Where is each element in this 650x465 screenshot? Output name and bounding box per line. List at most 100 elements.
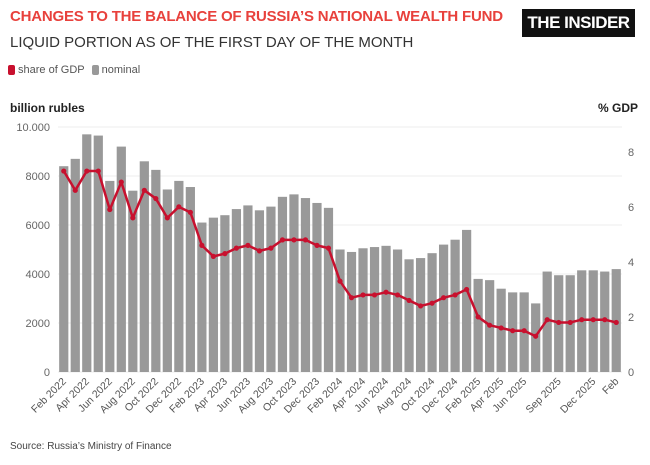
point-share-of-gdp bbox=[394, 292, 401, 298]
the-insider-logo: THE INSIDER bbox=[522, 9, 635, 37]
point-share-of-gdp bbox=[107, 206, 113, 213]
point-share-of-gdp bbox=[348, 295, 355, 301]
bar-nominal bbox=[450, 239, 460, 372]
bar-nominal bbox=[335, 249, 345, 372]
point-share-of-gdp bbox=[95, 168, 101, 174]
point-share-of-gdp bbox=[245, 242, 251, 248]
point-share-of-gdp bbox=[602, 317, 608, 323]
bar-nominal bbox=[473, 278, 483, 372]
y-tick-label: 0 bbox=[44, 367, 50, 379]
bar-nominal bbox=[346, 251, 357, 372]
y-tick-label: 10.000 bbox=[16, 122, 50, 134]
legend-swatch-nominal bbox=[91, 65, 99, 75]
bar-nominal bbox=[116, 146, 126, 372]
point-share-of-gdp bbox=[325, 245, 332, 251]
point-share-of-gdp bbox=[302, 237, 309, 243]
bar-nominal bbox=[151, 169, 161, 372]
bar-nominal bbox=[59, 166, 69, 372]
point-share-of-gdp bbox=[533, 333, 539, 339]
y2-tick-label: 2 bbox=[628, 312, 634, 324]
bar-nominal bbox=[243, 205, 253, 372]
point-share-of-gdp bbox=[141, 187, 147, 193]
bar-nominal bbox=[174, 180, 184, 372]
point-share-of-gdp bbox=[256, 248, 263, 254]
bar-nominal bbox=[197, 222, 207, 372]
point-share-of-gdp bbox=[187, 209, 193, 215]
bar-nominal bbox=[266, 206, 276, 372]
legend-label-nominal: nominal bbox=[101, 64, 141, 76]
point-share-of-gdp bbox=[544, 317, 550, 323]
y2-tick-label: 4 bbox=[628, 257, 634, 269]
bar-nominal bbox=[82, 134, 92, 372]
bar-nominal bbox=[438, 244, 449, 372]
point-share-of-gdp bbox=[567, 319, 573, 326]
bar-nominal bbox=[404, 259, 414, 372]
y-tick-label: 8000 bbox=[26, 171, 50, 183]
y2-tick-label: 6 bbox=[628, 202, 634, 214]
bar-nominal bbox=[358, 248, 368, 372]
legend: share of GDP nominal bbox=[8, 64, 140, 76]
point-share-of-gdp bbox=[417, 303, 424, 309]
bar-nominal bbox=[427, 253, 437, 372]
point-share-of-gdp bbox=[521, 328, 527, 334]
bar-nominal bbox=[381, 245, 391, 372]
bar-nominal bbox=[289, 194, 299, 372]
point-share-of-gdp bbox=[118, 179, 124, 185]
point-share-of-gdp bbox=[406, 297, 412, 304]
point-share-of-gdp bbox=[210, 253, 216, 259]
bar-nominal bbox=[277, 196, 288, 372]
point-share-of-gdp bbox=[579, 317, 585, 323]
x-tick-label: Sep 2025 bbox=[524, 376, 564, 416]
point-share-of-gdp bbox=[176, 204, 182, 210]
legend-label-share: share of GDP bbox=[18, 64, 85, 76]
y2-tick-label: 8 bbox=[628, 147, 634, 159]
point-share-of-gdp bbox=[164, 215, 170, 221]
bar-nominal bbox=[369, 247, 380, 372]
point-share-of-gdp bbox=[222, 251, 228, 257]
chart-title: CHANGES TO THE BALANCE OF RUSSIA’S NATIO… bbox=[10, 8, 503, 25]
point-share-of-gdp bbox=[475, 314, 481, 320]
point-share-of-gdp bbox=[590, 317, 596, 323]
bar-nominal bbox=[254, 210, 265, 372]
bar-nominal bbox=[128, 190, 138, 372]
bar-nominal bbox=[208, 217, 218, 372]
bar-nominal bbox=[70, 158, 80, 372]
bar-nominal bbox=[105, 180, 115, 372]
point-share-of-gdp bbox=[72, 187, 78, 193]
point-share-of-gdp bbox=[556, 319, 562, 326]
legend-swatch-share bbox=[8, 65, 15, 75]
point-share-of-gdp bbox=[360, 292, 366, 298]
point-share-of-gdp bbox=[279, 237, 286, 243]
x-tick-label: Feb bbox=[600, 376, 621, 397]
y-tick-label: 2000 bbox=[26, 318, 50, 330]
point-share-of-gdp bbox=[452, 292, 458, 298]
y2-tick-label: 0 bbox=[628, 367, 634, 379]
point-share-of-gdp bbox=[268, 245, 274, 251]
bar-nominal bbox=[220, 215, 230, 372]
bar-nominal bbox=[392, 249, 403, 372]
bar-nominal bbox=[231, 209, 242, 372]
point-share-of-gdp bbox=[130, 215, 136, 221]
y2-axis-label: % GDP bbox=[598, 101, 638, 115]
point-share-of-gdp bbox=[337, 278, 343, 284]
point-share-of-gdp bbox=[440, 295, 447, 301]
point-share-of-gdp bbox=[371, 292, 378, 298]
bar-nominal bbox=[185, 187, 195, 372]
point-share-of-gdp bbox=[429, 300, 435, 306]
bar-nominal bbox=[162, 189, 172, 372]
x-tick-label: Dec 2025 bbox=[558, 376, 598, 416]
chart-subtitle: LIQUID PORTION AS OF THE FIRST DAY OF TH… bbox=[10, 34, 414, 51]
bar-nominal bbox=[139, 161, 149, 372]
bar-nominal bbox=[312, 202, 322, 372]
bar-nominal bbox=[323, 207, 334, 372]
point-share-of-gdp bbox=[498, 325, 504, 331]
bar-nominal bbox=[415, 258, 426, 372]
bar-nominal bbox=[93, 135, 103, 372]
y-axis-label: billion rubles bbox=[10, 101, 85, 115]
point-share-of-gdp bbox=[199, 242, 205, 248]
point-share-of-gdp bbox=[510, 328, 516, 334]
point-share-of-gdp bbox=[84, 168, 90, 174]
bar-nominal bbox=[300, 198, 311, 372]
